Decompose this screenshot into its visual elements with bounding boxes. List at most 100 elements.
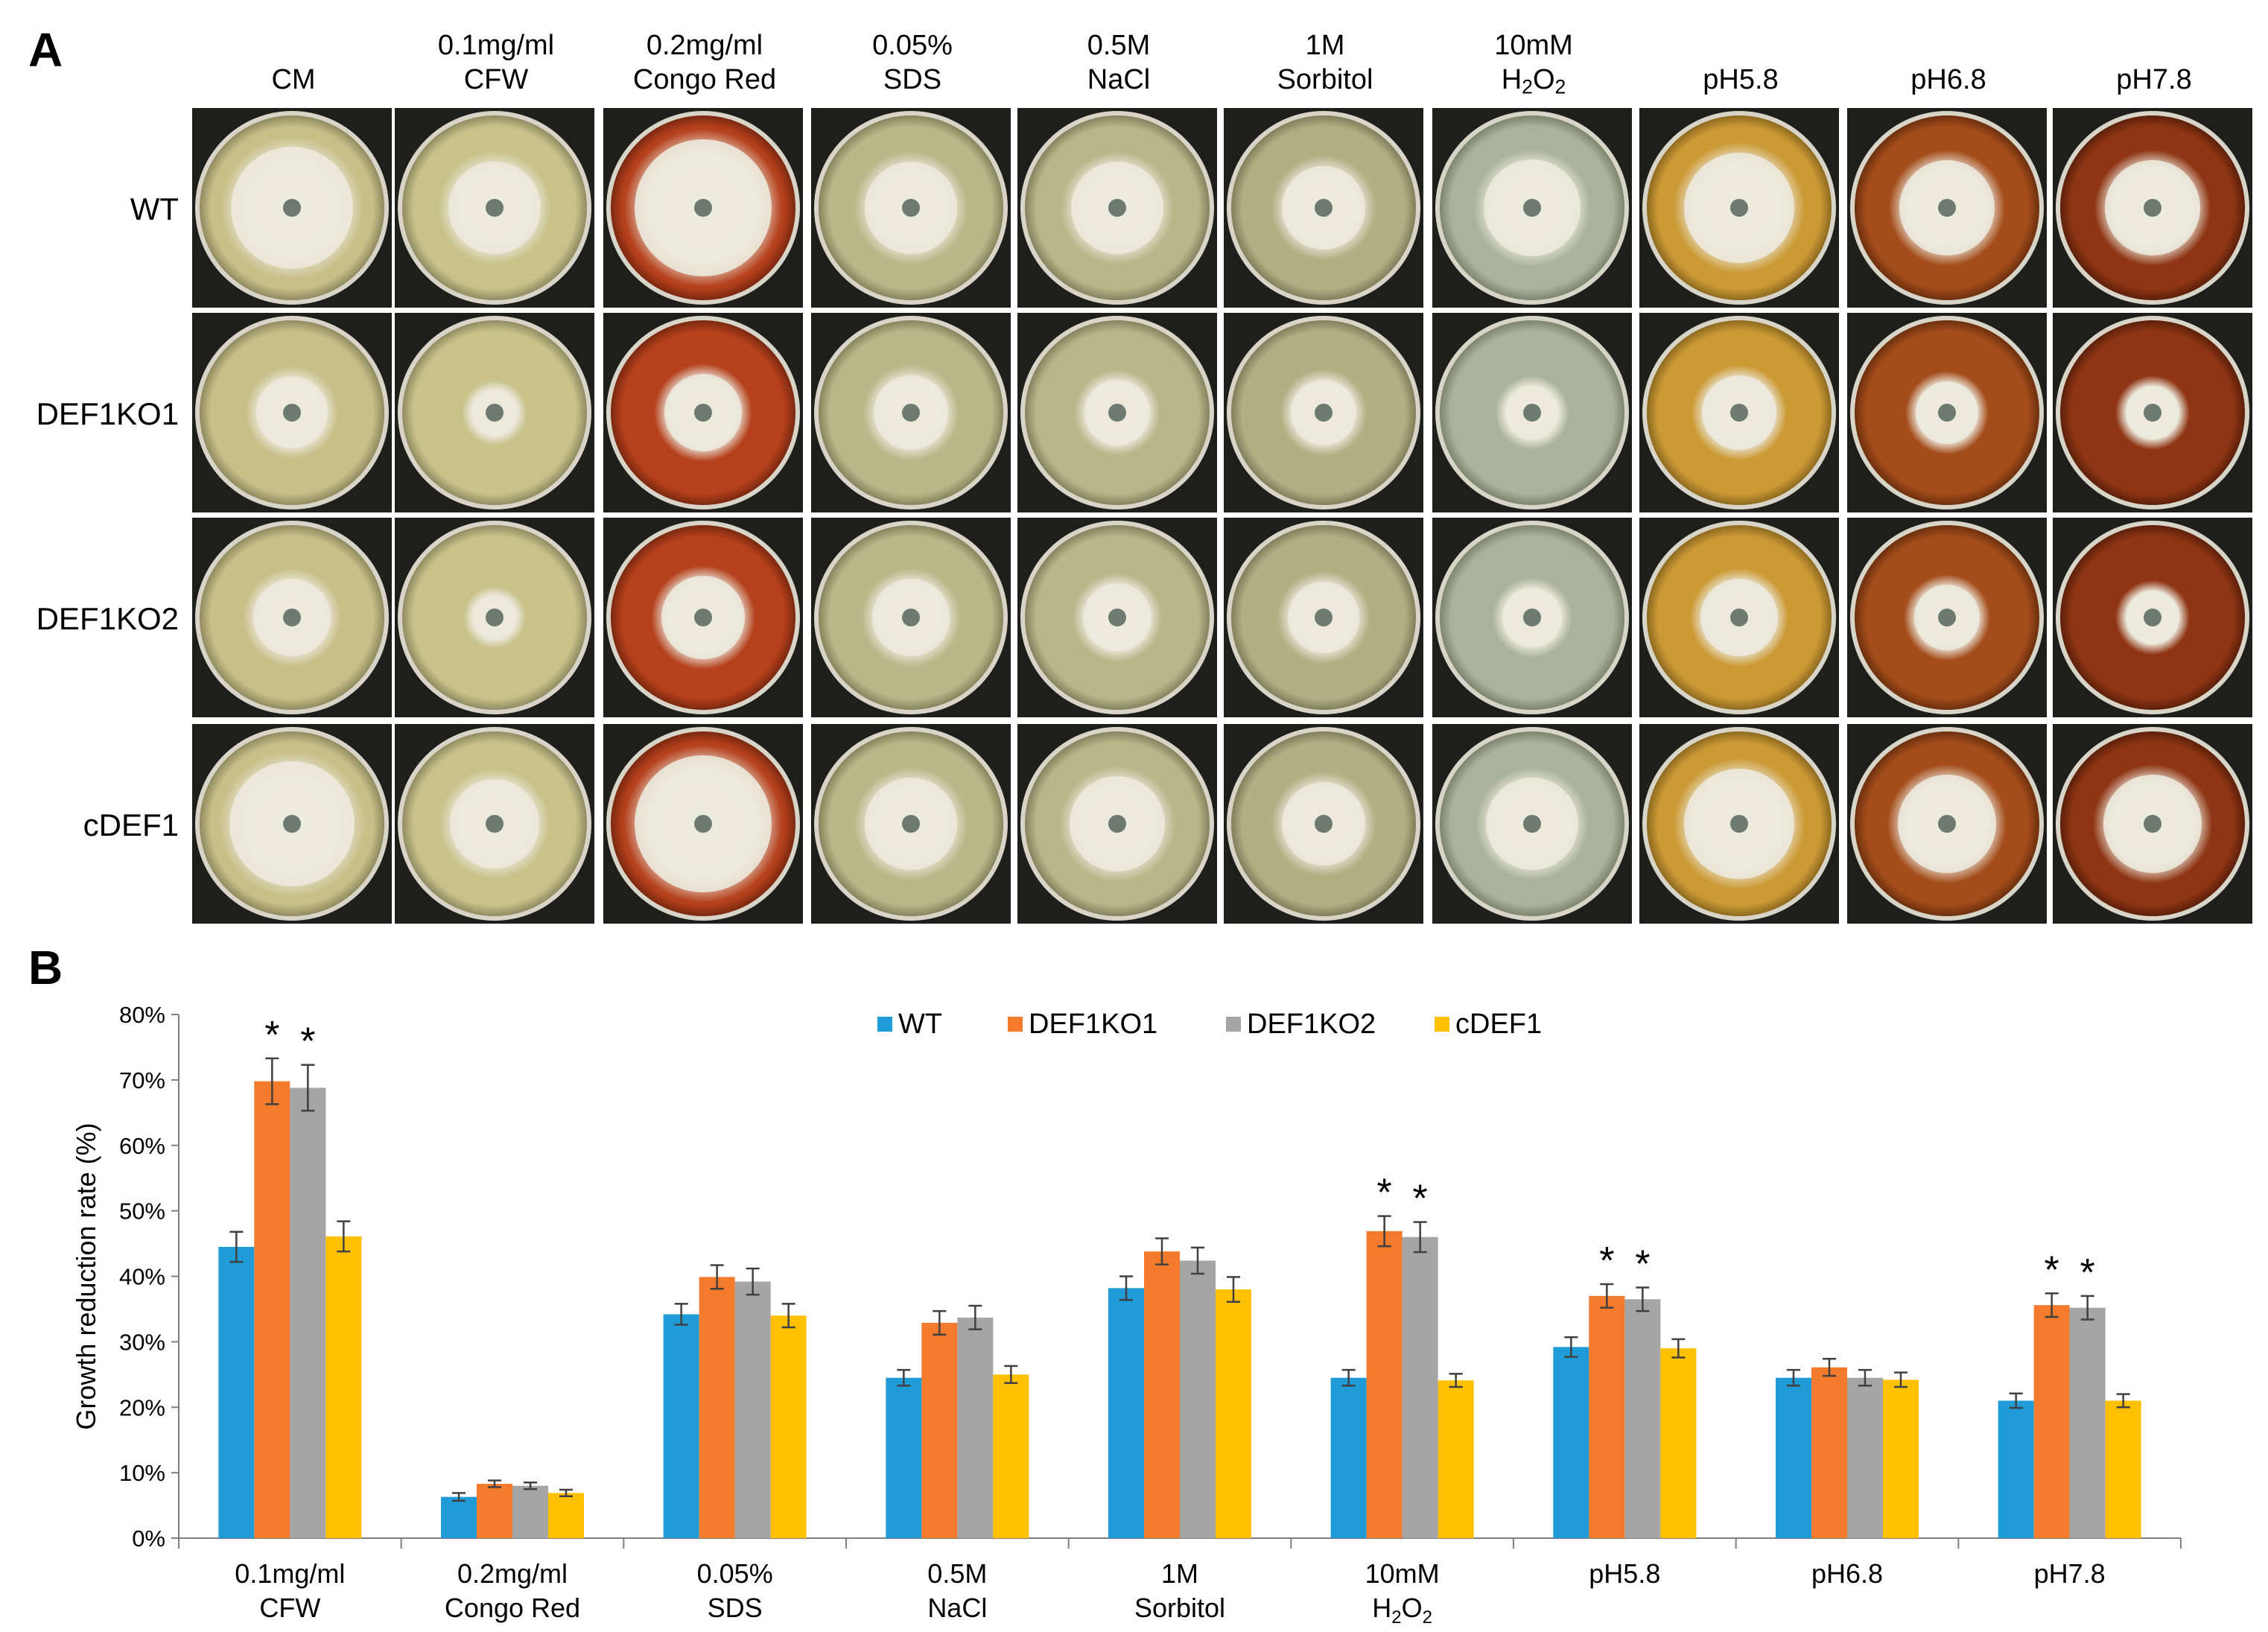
- error-bar: [1858, 1368, 1872, 1387]
- error-bar: [2045, 1292, 2059, 1318]
- column-label-line1: 0.1mg/ml: [437, 30, 555, 61]
- y-tick-label: 40%: [119, 1264, 165, 1290]
- plate-photo: [2053, 518, 2252, 717]
- row-label: cDEF1: [83, 807, 179, 842]
- column-label-line2: SDS: [883, 64, 942, 95]
- plate-photo: [811, 313, 1011, 512]
- bar-cdef1: [770, 1315, 807, 1538]
- plate-photo: [603, 518, 803, 717]
- bar-def1ko2: [1847, 1377, 1883, 1538]
- x-category-label-line2: H2O2: [1372, 1593, 1432, 1628]
- significance-star: *: [1599, 1239, 1614, 1283]
- x-category-label: 0.2mg/ml: [457, 1558, 568, 1589]
- bar-cdef1: [325, 1236, 362, 1538]
- legend-label: DEF1KO1: [1029, 1009, 1157, 1040]
- plate-photo: [811, 724, 1011, 924]
- column-label: 0.2mg/ml Congo Red: [604, 28, 805, 97]
- y-tick-label: 10%: [119, 1460, 165, 1486]
- error-bar: [1671, 1338, 1686, 1359]
- bar-cdef1: [548, 1493, 584, 1538]
- plate-photo: [2053, 108, 2252, 308]
- column-label-line2: CFW: [463, 64, 529, 95]
- error-bar: [265, 1057, 279, 1105]
- significance-star: *: [300, 1020, 315, 1064]
- plate-photo: [1847, 518, 2047, 717]
- bar-wt: [1776, 1377, 1811, 1538]
- bar-def1ko1: [2033, 1305, 2070, 1538]
- column-label-line2: NaCl: [1087, 64, 1151, 95]
- x-category-label: pH6.8: [1811, 1558, 1883, 1589]
- x-category-label: 1M: [1161, 1558, 1198, 1589]
- column-label: 10mM H2O2: [1433, 28, 1634, 97]
- x-category-label: 0.1mg/ml: [235, 1558, 345, 1589]
- error-bar: [897, 1368, 911, 1387]
- error-bar: [1894, 1371, 1908, 1388]
- plate-photo: [1224, 724, 1423, 924]
- significance-star: *: [1635, 1242, 1650, 1286]
- x-category-label-line2: NaCl: [927, 1593, 987, 1623]
- column-label: 1M Sorbitol: [1224, 28, 1426, 97]
- plate-photo: [1847, 313, 2047, 512]
- legend-item: cDEF1: [1435, 1009, 1542, 1040]
- plate-grid: [192, 108, 2252, 924]
- column-label: 0.05% SDS: [812, 28, 1013, 97]
- plate-photo: [1432, 724, 1632, 924]
- column-label-line2: CM: [271, 64, 316, 95]
- column-label: pH6.8: [1848, 28, 2049, 97]
- column-label-line1: 10mM: [1494, 30, 1573, 61]
- bar-wt: [1998, 1400, 2034, 1538]
- legend-item: DEF1KO2: [1226, 1009, 1376, 1040]
- bar-cdef1: [1216, 1289, 1251, 1538]
- bar-cdef1: [993, 1374, 1029, 1538]
- error-bar: [1227, 1276, 1240, 1304]
- x-category-label: pH5.8: [1589, 1558, 1660, 1589]
- plate-photo: [395, 313, 594, 512]
- plate-photo: [1847, 724, 2047, 924]
- legend-swatch: [1435, 1017, 1449, 1032]
- row-label: WT: [130, 191, 179, 226]
- legend-label: cDEF1: [1455, 1009, 1542, 1040]
- error-bar: [1823, 1357, 1836, 1377]
- plate-photo: [1639, 724, 1839, 924]
- legend-label: DEF1KO2: [1247, 1009, 1376, 1040]
- error-bar: [933, 1309, 947, 1336]
- error-bar: [229, 1231, 244, 1263]
- bar-def1ko1: [254, 1081, 290, 1538]
- plate-photo: [1432, 108, 1632, 308]
- bar-def1ko1: [921, 1322, 958, 1538]
- plate-photo: [1432, 313, 1632, 512]
- plate-photo: [395, 724, 594, 924]
- error-bar: [1636, 1286, 1650, 1312]
- plate-photo: [395, 518, 594, 717]
- y-tick-label: 20%: [119, 1394, 165, 1420]
- legend-swatch: [1008, 1017, 1023, 1032]
- error-bar: [746, 1267, 760, 1296]
- legend-label: WT: [898, 1009, 942, 1040]
- bar-def1ko1: [1366, 1231, 1403, 1538]
- plate-photo: [1224, 313, 1423, 512]
- plate-photo: [603, 313, 803, 512]
- column-label-line1: 0.5M: [1087, 30, 1151, 61]
- bar-def1ko1: [1589, 1295, 1625, 1538]
- error-bar: [2009, 1392, 2023, 1409]
- plate-photo: [811, 518, 1011, 717]
- error-bar: [1787, 1368, 1800, 1387]
- y-tick-label: 0%: [132, 1525, 165, 1552]
- error-bar: [337, 1220, 351, 1253]
- legend-item: DEF1KO1: [1008, 1009, 1157, 1040]
- column-label-line1: 0.2mg/ml: [646, 30, 763, 61]
- bar-wt: [218, 1246, 255, 1538]
- error-bar: [1191, 1246, 1204, 1275]
- error-bar: [781, 1303, 795, 1329]
- error-bar: [488, 1479, 501, 1488]
- column-label-line2: pH7.8: [2116, 64, 2192, 95]
- error-bar: [2080, 1295, 2094, 1321]
- panel-a-letter: A: [28, 23, 63, 77]
- significance-star: *: [1377, 1172, 1392, 1215]
- bar-def1ko2: [512, 1485, 548, 1538]
- x-category-label: 0.05%: [697, 1558, 773, 1589]
- y-tick-label: 60%: [119, 1133, 165, 1159]
- error-bar: [1119, 1275, 1133, 1301]
- column-label: CM: [193, 28, 394, 97]
- bar-def1ko2: [1624, 1299, 1661, 1538]
